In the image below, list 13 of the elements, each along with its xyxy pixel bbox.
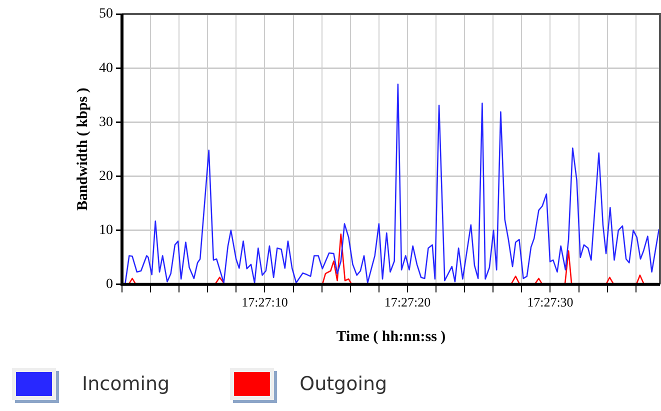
- x-tick-label: 17:27:10: [242, 294, 288, 310]
- y-tick-label: 40: [99, 60, 113, 76]
- y-tick-label: 50: [99, 6, 113, 22]
- x-tick-label: 17:27:20: [384, 294, 431, 310]
- y-tick-label: 0: [106, 277, 113, 292]
- legend-label: Incoming: [82, 373, 170, 395]
- y-tick-label: 20: [99, 168, 113, 184]
- y-tick-label: 30: [99, 114, 113, 130]
- y-axis-title: Bandwidth ( kbps ): [74, 88, 91, 211]
- legend-label: Outgoing: [300, 373, 388, 395]
- y-tick-label: 10: [99, 222, 113, 238]
- x-tick-label: 17:27:30: [527, 294, 574, 310]
- x-axis-title: Time ( hh:nn:ss ): [336, 328, 446, 345]
